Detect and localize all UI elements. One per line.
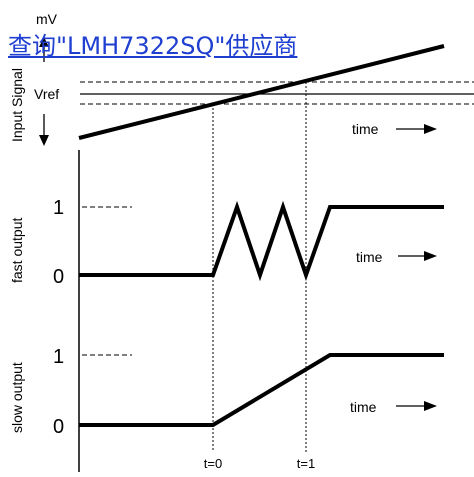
input-signal-ramp	[78, 44, 445, 140]
supplier-search-link[interactable]: 查询"LMH7322SQ"供应商	[8, 32, 298, 60]
fast-output-trace	[79, 200, 444, 282]
unit-label: mV	[36, 11, 58, 27]
fast-output-axis-label: fast output	[9, 218, 25, 283]
slow-time-label: time	[350, 399, 377, 415]
t1-label: t=1	[297, 456, 315, 471]
top-time-label: time	[352, 121, 379, 137]
slow-level-high: 1	[53, 346, 64, 368]
fast-time-arrowhead	[424, 251, 437, 261]
slow-level-low: 0	[53, 416, 64, 438]
top-time-arrowhead	[424, 124, 437, 134]
t0-label: t=0	[204, 456, 222, 471]
slow-output-trace	[79, 353, 444, 427]
fast-time-label: time	[356, 249, 383, 265]
top-axis-down-arrowhead	[39, 135, 49, 146]
fast-level-high: 1	[53, 197, 64, 219]
slow-output-axis-label: slow output	[9, 362, 25, 433]
vref-label: Vref	[34, 86, 59, 102]
input-signal-axis-label: Input Signal	[9, 68, 25, 142]
slow-time-arrowhead	[424, 401, 437, 411]
top-axis-up-arrowhead	[39, 37, 49, 47]
fast-level-low: 0	[53, 266, 64, 288]
